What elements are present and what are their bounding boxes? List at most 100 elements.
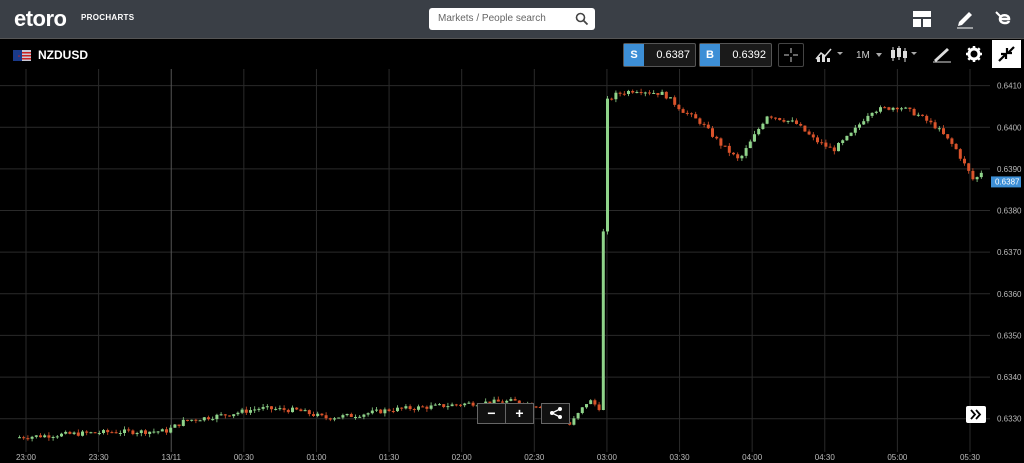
candle-body — [81, 431, 84, 436]
candle-body — [467, 402, 471, 404]
pencil-icon[interactable] — [955, 9, 975, 29]
candle-body — [333, 418, 336, 420]
crosshair-button[interactable] — [778, 43, 804, 67]
search-placeholder: Markets / People search — [438, 13, 546, 24]
candle-body — [900, 108, 903, 110]
candle-body — [391, 411, 395, 413]
sell-button[interactable]: S 0.6387 — [623, 43, 696, 67]
candle-body — [580, 407, 584, 414]
candle-body — [614, 92, 618, 100]
candle-body — [732, 152, 735, 155]
candle-body — [715, 136, 719, 139]
candle-body — [345, 413, 349, 416]
logo-subtitle: PROCHARTS — [81, 13, 135, 22]
candle-body — [135, 433, 139, 435]
share-button[interactable] — [541, 403, 570, 424]
gear-icon[interactable] — [965, 45, 983, 63]
etoro-logo[interactable]: etoro — [14, 6, 67, 31]
candle-body — [253, 409, 257, 411]
candle-body — [849, 132, 853, 136]
candle-body — [606, 98, 609, 232]
candle-body — [446, 406, 450, 408]
candle-body — [144, 430, 147, 434]
crosshair-icon — [784, 48, 798, 62]
candle-body — [303, 410, 307, 412]
candle-body — [933, 122, 937, 129]
timeframe-selector[interactable]: 1M — [856, 50, 883, 61]
candle-body — [39, 435, 42, 438]
y-tick-label: 0.6330 — [997, 415, 1022, 424]
candle-body — [719, 138, 723, 146]
etoro-e-icon[interactable] — [994, 9, 1014, 29]
candle-body — [652, 92, 656, 94]
candle-body — [971, 170, 975, 180]
buy-label: B — [700, 44, 720, 66]
candle-body — [22, 437, 26, 439]
candle-body — [769, 116, 773, 118]
price-chart[interactable]: 0.6410 0.6400 0.6390 0.6380 0.6370 0.6360 0.63… — [0, 69, 1024, 463]
search-icon[interactable] — [575, 12, 589, 26]
indicators-icon[interactable] — [814, 45, 844, 63]
candle-body — [421, 406, 425, 408]
zoom-in-button[interactable]: + — [505, 403, 534, 424]
candle-body — [736, 154, 740, 159]
candle-body — [979, 172, 983, 178]
candle-body — [106, 430, 110, 433]
candlestick-icon[interactable] — [889, 45, 919, 63]
candle-body — [211, 419, 215, 421]
candle-body — [190, 419, 194, 421]
candle-body — [207, 417, 210, 420]
candle-body — [194, 419, 198, 421]
sell-price: 0.6387 — [656, 49, 690, 61]
candle-body — [375, 409, 378, 411]
candle-body — [337, 417, 341, 419]
candle-body — [354, 416, 357, 418]
drawing-tools-icon[interactable] — [932, 45, 952, 63]
candle-body — [803, 125, 807, 132]
candle-body — [55, 436, 59, 438]
candle-body — [261, 407, 265, 409]
candle-body — [517, 400, 521, 404]
candle-body — [282, 408, 286, 410]
candle-body — [942, 128, 945, 135]
candle-body — [782, 120, 786, 122]
candle-body — [690, 113, 693, 115]
candle-body — [30, 436, 34, 439]
candle-body — [677, 104, 681, 110]
top-bar: etoro PROCHARTS Markets / People search — [0, 0, 1024, 38]
candle-body — [408, 406, 412, 410]
candle-body — [341, 415, 345, 418]
candle-body — [278, 408, 282, 410]
candle-body — [610, 98, 614, 100]
candle-body — [576, 413, 580, 419]
candle-body — [883, 107, 887, 109]
layout-icon[interactable] — [912, 9, 932, 29]
candle-body — [51, 436, 55, 438]
y-tick-label: 0.6400 — [997, 123, 1022, 132]
candle-body — [412, 409, 416, 411]
search-input[interactable]: Markets / People search — [429, 8, 595, 30]
buy-button[interactable]: B 0.6392 — [699, 43, 772, 67]
candle-body — [186, 419, 189, 421]
instrument-symbol: NZDUSD — [38, 48, 88, 62]
scroll-to-latest-button[interactable] — [966, 406, 986, 423]
candle-body — [954, 143, 958, 150]
candle-body — [757, 128, 761, 135]
candle-body — [396, 407, 399, 412]
candle-body — [975, 177, 979, 180]
candle-body — [778, 118, 782, 121]
candle-body — [387, 409, 391, 412]
collapse-chart-button[interactable] — [992, 40, 1021, 68]
collapse-icon — [998, 46, 1015, 62]
y-tick-label: 0.6370 — [997, 248, 1022, 257]
candle-body — [912, 108, 916, 116]
candle-body — [274, 408, 278, 410]
candle-body — [929, 120, 933, 123]
candle-body — [753, 134, 756, 142]
candle-body — [215, 414, 219, 420]
candle-body — [110, 432, 114, 434]
zoom-out-button[interactable]: − — [477, 403, 506, 424]
sell-label: S — [624, 44, 644, 66]
candle-body — [761, 123, 765, 129]
candle-body — [123, 429, 126, 434]
